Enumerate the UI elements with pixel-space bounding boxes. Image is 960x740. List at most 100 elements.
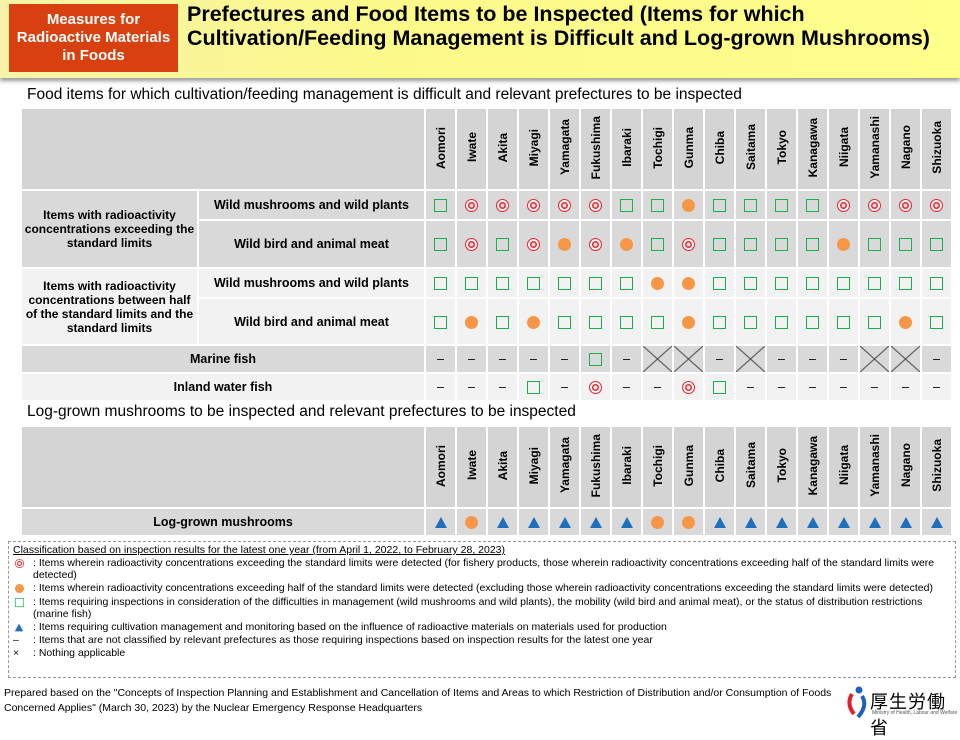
status-cell [455,267,488,299]
prefecture-name: Aomori [433,126,448,169]
status-cell [858,267,891,299]
square-icon [465,277,478,291]
square-icon [496,277,509,291]
status-cell [796,297,829,346]
status-cell [610,297,643,346]
orange-circle-icon [527,315,540,329]
status-cell [517,297,550,346]
status-cell [579,267,612,299]
status-cell [765,189,798,221]
triangle-icon [806,517,819,529]
status-cell: – [548,344,581,374]
status-cell: – [827,372,860,402]
status-cell: – [486,372,519,402]
status-cell [920,219,953,269]
prefecture-header: Aomori [424,107,457,191]
status-cell [486,297,519,346]
table-row: Items with radioactivity concentrations … [20,189,953,269]
orange-circle-icon [651,277,664,291]
prefecture-header: Saitama [734,425,767,509]
status-cell [424,189,457,221]
dash-icon: – [437,380,444,394]
prefecture-name: Niigata [836,127,851,168]
row-label: Marine fish [20,344,426,374]
status-cell [672,189,705,221]
cross-cell [641,344,674,374]
prefecture-header: Kanagawa [796,425,829,509]
status-cell [579,507,612,537]
legend-text: : Items wherein radioactivity concentrat… [33,582,933,594]
status-cell: – [548,372,581,402]
status-cell [610,189,643,221]
cross-cell [889,344,922,374]
double-circle-icon [868,199,881,213]
prefecture-header: Aomori [424,425,457,509]
triangle-icon [589,517,602,529]
prefecture-name: Iwate [464,132,479,163]
square-icon [775,238,788,252]
status-cell [517,219,550,269]
status-cell [641,189,674,221]
status-cell [734,189,767,221]
status-cell [703,189,736,221]
status-cell: – [610,344,643,374]
square-icon [13,596,33,620]
square-icon [713,315,726,329]
prefecture-header: Iwate [455,425,488,509]
square-icon [806,199,819,213]
status-cell [889,219,922,269]
prefecture-name: Niigata [836,445,851,486]
status-cell [827,189,860,221]
ministry-logo: 厚生労働省 Ministry of Health, Labour and Wel… [846,686,958,738]
food-items-table: Aomori Iwate Akita Miyagi Yamagata Fukushima I… [20,107,953,402]
status-cell [765,219,798,269]
status-cell: – [517,344,550,374]
triangle-icon [899,517,912,529]
status-cell [889,297,922,346]
status-cell [641,297,674,346]
prefecture-name: Ibaraki [619,446,634,485]
dash-icon: – [530,352,537,366]
status-cell [579,372,612,402]
logo-subtext: Ministry of Health, Labour and Welfare [872,710,958,716]
square-icon [620,277,633,291]
square-icon [775,315,788,329]
prefecture-name: Yamanashi [867,116,882,179]
double-circle-icon [930,199,943,213]
status-cell [765,267,798,299]
legend-item: : Items requiring cultivation management… [13,621,951,633]
prefecture-name: Fukushima [588,433,603,498]
table-row: Marine fish – – – – – – – – – – – [20,344,953,374]
status-cell: – [486,344,519,374]
square-icon [930,315,943,329]
square-icon [434,277,447,291]
square-icon [744,199,757,213]
triangle-icon [620,517,633,529]
triangle-icon [713,517,726,529]
prefecture-name: Ibaraki [619,128,634,167]
square-icon [713,381,726,395]
prefecture-name: Kanagawa [805,435,820,496]
prefecture-header: Chiba [703,107,736,191]
legend-text: : Items that are not classified by relev… [33,634,653,646]
legend-text: : Nothing applicable [33,647,126,659]
prefecture-header: Saitama [734,107,767,191]
status-cell [765,297,798,346]
status-cell [703,372,736,402]
status-cell [579,297,612,346]
prefecture-name: Yamagata [557,119,572,176]
square-icon [620,199,633,213]
status-cell [424,297,457,346]
triangle-icon [868,517,881,529]
status-cell: – [858,372,891,402]
square-icon [558,277,571,291]
prefecture-name: Gunma [681,444,696,487]
log-grown-table: Aomori Iwate Akita Miyagi Yamagata Fukushima I… [20,425,953,537]
square-icon [589,277,602,291]
prefecture-header: Akita [486,107,519,191]
prefecture-name: Nagano [898,125,913,170]
double-circle-icon [899,199,912,213]
dash-icon: – [871,380,878,394]
status-cell [672,507,705,537]
prefecture-header: Yamagata [548,425,581,509]
